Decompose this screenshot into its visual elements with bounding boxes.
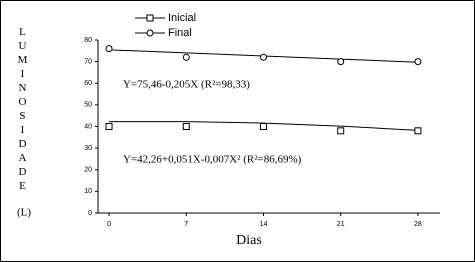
legend-marker xyxy=(146,29,154,37)
y-tick-label: 40 xyxy=(84,123,92,130)
point xyxy=(337,127,345,135)
point xyxy=(182,123,190,130)
legend-label: Final xyxy=(168,27,192,39)
y-tick-label: 10 xyxy=(84,188,92,195)
legend-marker xyxy=(146,14,154,22)
x-tick-label: 0 xyxy=(107,221,111,228)
point xyxy=(414,58,422,66)
point xyxy=(259,53,267,61)
y-axis-label: LUMINOSIDADE xyxy=(16,26,28,194)
point xyxy=(105,123,113,130)
point xyxy=(337,58,345,66)
annotation: Y=42,26+0,051X-0,007X² (R²=86,69%) xyxy=(123,154,302,166)
x-tick-label: 14 xyxy=(260,221,268,228)
y-tick-label: 30 xyxy=(84,145,92,152)
x-tick-label: 7 xyxy=(184,221,188,228)
annotation: Y=75,46-0,205X (R²=98,33) xyxy=(123,79,250,91)
point xyxy=(414,127,422,135)
y-tick-label: 0 xyxy=(88,210,92,217)
y-tick-label: 50 xyxy=(84,102,92,109)
y-tick-label: 20 xyxy=(84,167,92,174)
point xyxy=(259,123,267,130)
point xyxy=(105,45,113,53)
y-unit-label: (L) xyxy=(17,207,31,219)
y-tick-label: 80 xyxy=(84,37,92,44)
x-axis-label: Dias xyxy=(236,233,262,248)
x-tick-label: 28 xyxy=(414,221,422,228)
legend-label: Inicial xyxy=(168,12,196,24)
y-tick-label: 70 xyxy=(84,58,92,65)
point xyxy=(182,53,190,61)
y-tick-label: 60 xyxy=(84,80,92,87)
x-tick-label: 21 xyxy=(337,221,345,228)
